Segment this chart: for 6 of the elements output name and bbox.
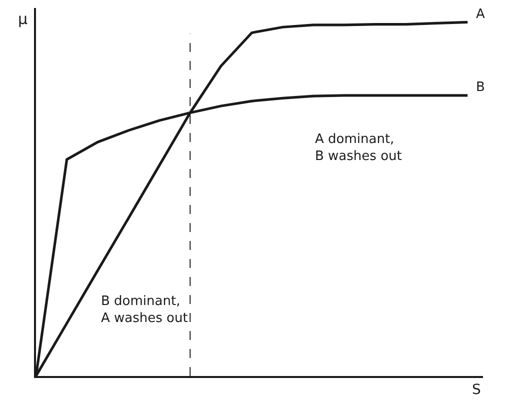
- annotation: B dominant, A washes out: [101, 294, 188, 326]
- y-axis-title: μ: [18, 10, 28, 28]
- series-label: B: [476, 80, 485, 95]
- annotation: A dominant, B washes out: [315, 132, 402, 164]
- x-axis-title: S: [472, 382, 481, 398]
- series-label: A: [476, 7, 485, 22]
